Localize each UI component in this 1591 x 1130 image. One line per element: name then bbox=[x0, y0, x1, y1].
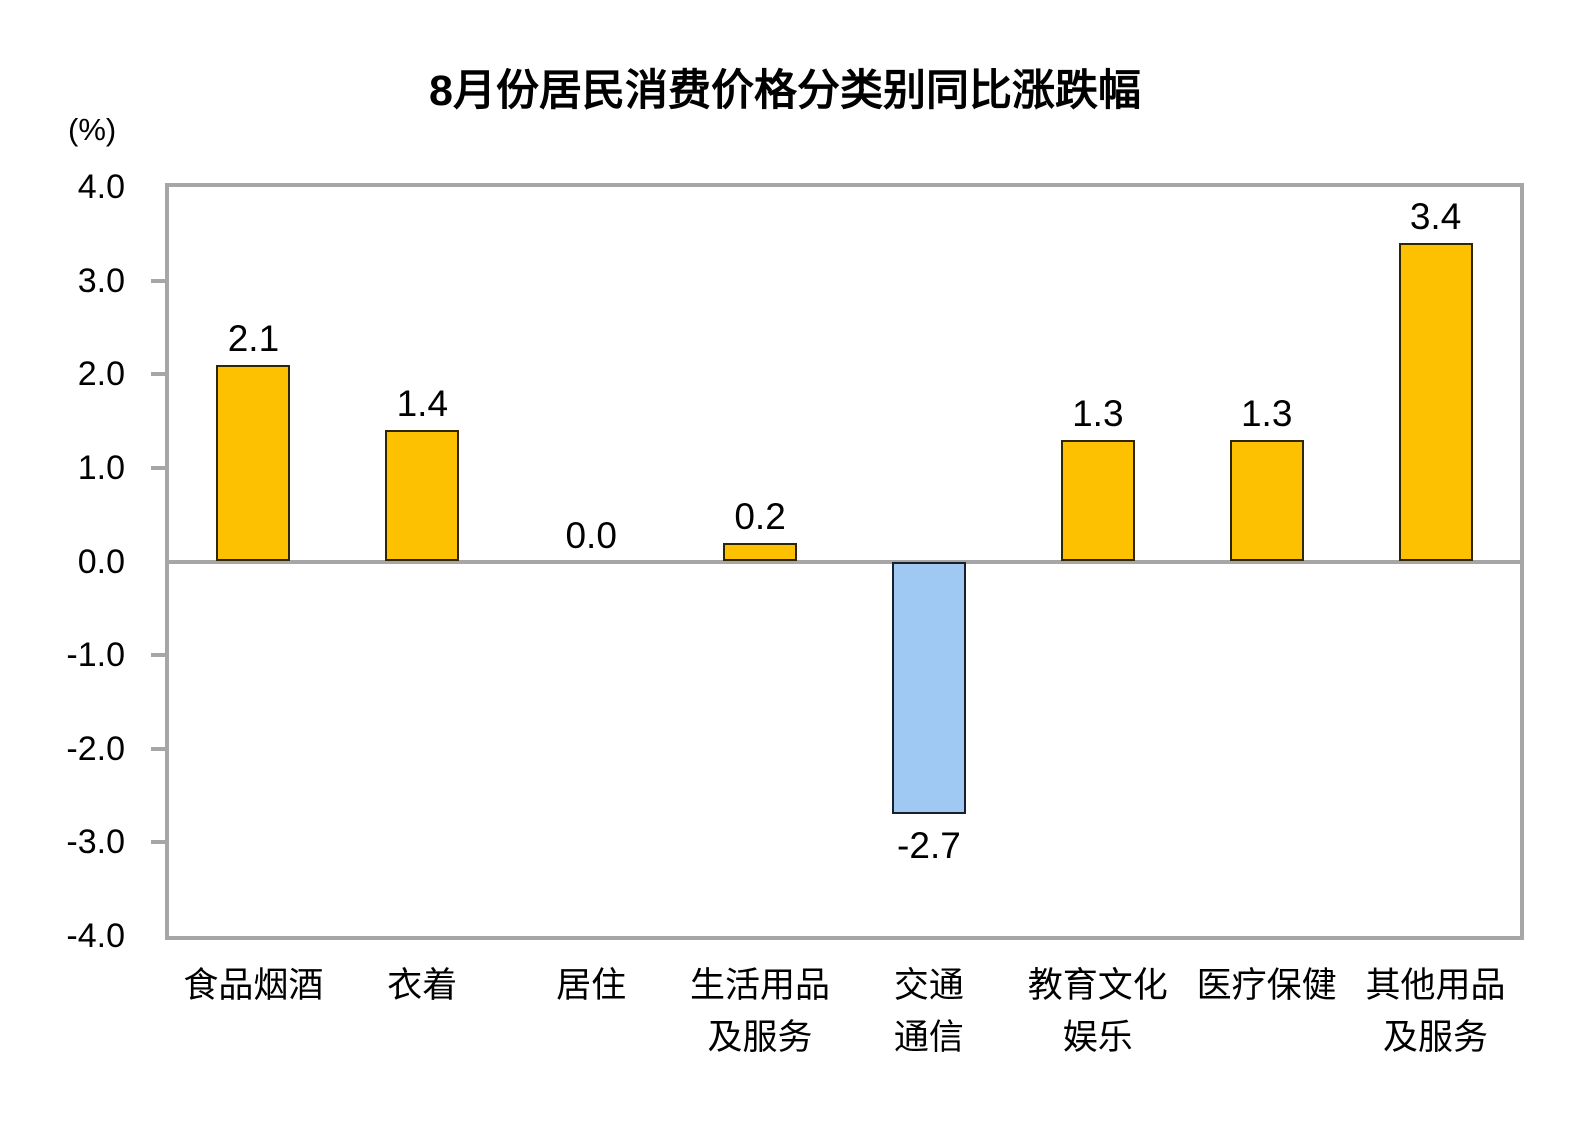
x-category-label: 食品烟酒 bbox=[183, 966, 324, 1005]
bar-value-label: 0.2 bbox=[734, 495, 786, 537]
y-tick-mark bbox=[151, 840, 165, 845]
bar-value-label: 0.0 bbox=[565, 514, 617, 556]
bar-positive bbox=[1060, 439, 1135, 562]
x-category-label: 衣着 bbox=[387, 966, 458, 1005]
x-category-label: 其他用品 及服务 bbox=[1365, 966, 1506, 1057]
bar-value-label: 1.3 bbox=[1240, 392, 1293, 434]
bar-negative bbox=[891, 561, 966, 815]
y-tick-label: 2.0 bbox=[77, 355, 125, 394]
y-tick-label: -3.0 bbox=[66, 823, 125, 862]
x-category-label: 教育文化 娱乐 bbox=[1027, 966, 1168, 1057]
y-tick-label: -2.0 bbox=[66, 729, 125, 768]
x-category-label: 居住 bbox=[556, 966, 627, 1005]
bar-value-label: 2.1 bbox=[227, 317, 280, 359]
y-tick-mark bbox=[151, 653, 165, 658]
bar-value-label: -2.7 bbox=[897, 825, 961, 867]
x-category-label: 医疗保健 bbox=[1196, 966, 1337, 1005]
y-tick-label: 4.0 bbox=[77, 168, 125, 206]
x-category-label: 交通 通信 bbox=[893, 966, 964, 1057]
y-tick-mark bbox=[151, 372, 165, 377]
y-tick-label: 3.0 bbox=[77, 261, 125, 300]
y-tick-mark bbox=[151, 465, 165, 470]
chart-title: 8月份居民消费价格分类别同比涨跌幅 bbox=[429, 67, 1141, 115]
y-tick-mark bbox=[151, 746, 165, 751]
bar-positive bbox=[1398, 243, 1473, 562]
x-category-label: 生活用品 及服务 bbox=[690, 966, 831, 1057]
y-tick-label: 0.0 bbox=[77, 542, 125, 581]
bar-value-label: 3.4 bbox=[1409, 196, 1462, 238]
y-axis-unit-label: (%) bbox=[68, 112, 117, 147]
bar-positive bbox=[1229, 439, 1304, 562]
y-tick-label: -1.0 bbox=[66, 636, 125, 675]
y-tick-mark bbox=[151, 278, 165, 283]
bar-value-label: 1.3 bbox=[1072, 392, 1124, 434]
y-tick-label: -4.0 bbox=[66, 917, 125, 955]
bar-value-label: 1.4 bbox=[396, 383, 449, 425]
bar-positive bbox=[216, 364, 291, 562]
bar-positive bbox=[723, 542, 798, 562]
bar-positive bbox=[385, 430, 460, 562]
zero-baseline bbox=[169, 559, 1520, 564]
y-tick-label: 1.0 bbox=[77, 448, 125, 487]
